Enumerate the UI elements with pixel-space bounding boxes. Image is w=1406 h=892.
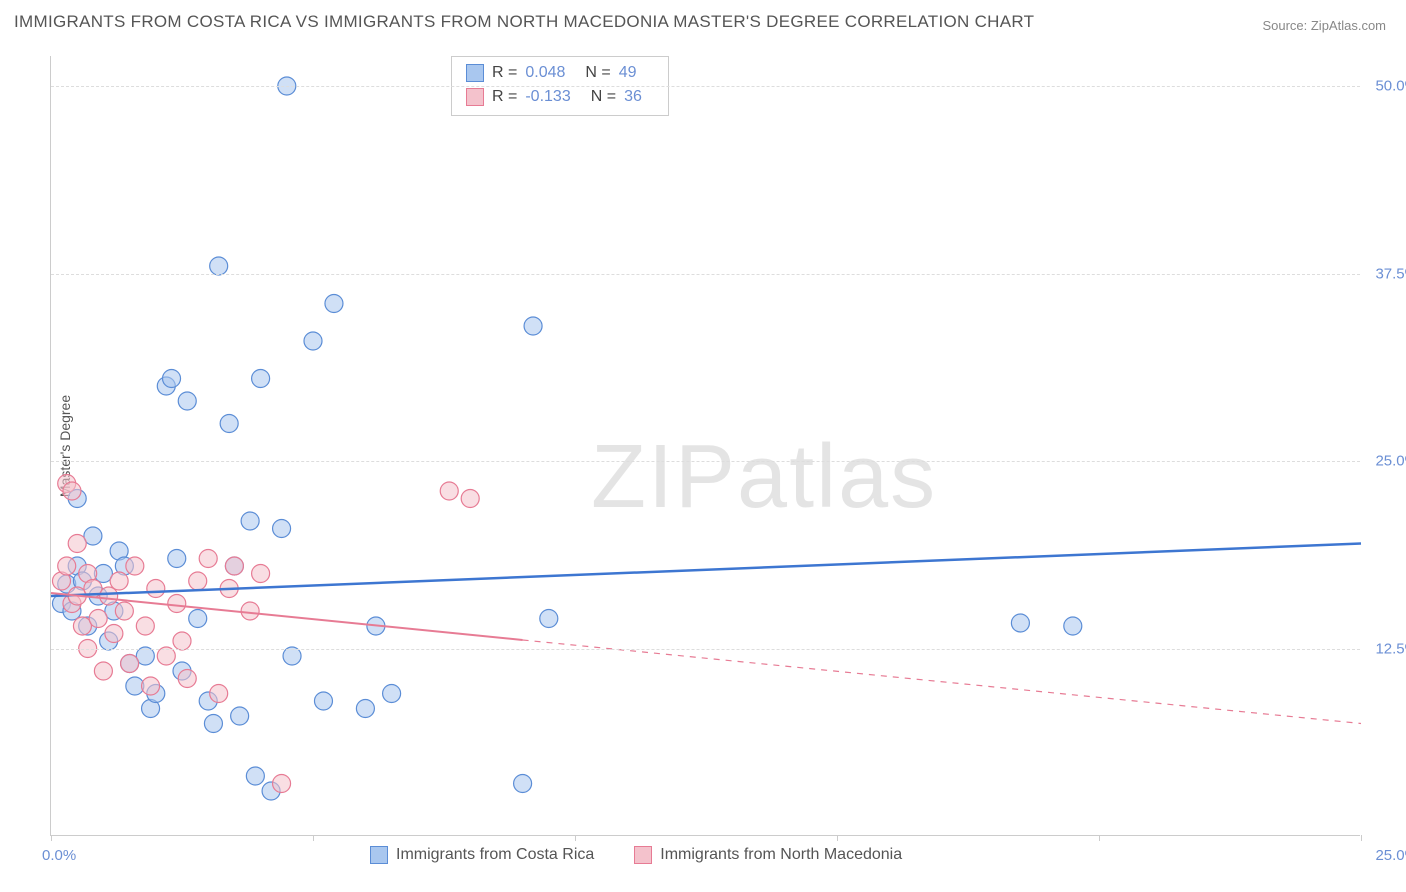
scatter-point bbox=[383, 685, 401, 703]
scatter-point bbox=[283, 647, 301, 665]
scatter-point bbox=[121, 655, 139, 673]
legend-swatch bbox=[634, 846, 652, 864]
chart-area: ZIPatlas R = 0.048N = 49R = -0.133N = 36… bbox=[50, 56, 1360, 836]
scatter-point bbox=[110, 572, 128, 590]
n-label: N = bbox=[591, 85, 616, 109]
regression-line bbox=[51, 544, 1361, 597]
n-value: 49 bbox=[619, 61, 637, 85]
scatter-point bbox=[220, 415, 238, 433]
r-value: -0.133 bbox=[525, 85, 570, 109]
scatter-point bbox=[325, 295, 343, 313]
chart-title: IMMIGRANTS FROM COSTA RICA VS IMMIGRANTS… bbox=[14, 12, 1034, 32]
stats-row: R = -0.133 N = 36 bbox=[466, 85, 654, 109]
scatter-point bbox=[204, 715, 222, 733]
scatter-point bbox=[89, 610, 107, 628]
stats-row: R = 0.048 N = 49 bbox=[466, 61, 654, 85]
legend-item: Immigrants from North Macedonia bbox=[634, 846, 902, 864]
legend-swatch bbox=[370, 846, 388, 864]
scatter-point bbox=[241, 512, 259, 530]
scatter-point bbox=[136, 617, 154, 635]
scatter-point bbox=[461, 490, 479, 508]
legend-label: Immigrants from Costa Rica bbox=[396, 846, 594, 864]
scatter-point bbox=[314, 692, 332, 710]
y-tick-label: 25.0% bbox=[1375, 453, 1406, 470]
plot-svg bbox=[51, 56, 1360, 835]
legend-item: Immigrants from Costa Rica bbox=[370, 846, 594, 864]
scatter-point bbox=[524, 317, 542, 335]
n-value: 36 bbox=[624, 85, 642, 109]
scatter-point bbox=[163, 370, 181, 388]
scatter-point bbox=[540, 610, 558, 628]
x-axis-min-label: 0.0% bbox=[42, 847, 76, 864]
legend-label: Immigrants from North Macedonia bbox=[660, 846, 902, 864]
y-tick-label: 50.0% bbox=[1375, 78, 1406, 95]
scatter-point bbox=[189, 610, 207, 628]
scatter-point bbox=[68, 535, 86, 553]
gridline bbox=[51, 649, 1360, 650]
gridline bbox=[51, 461, 1360, 462]
y-tick-label: 37.5% bbox=[1375, 265, 1406, 282]
r-label: R = bbox=[492, 61, 517, 85]
x-tick bbox=[837, 835, 838, 841]
regression-line-extrapolated bbox=[523, 640, 1361, 724]
scatter-point bbox=[252, 565, 270, 583]
scatter-point bbox=[210, 685, 228, 703]
plot-region: ZIPatlas R = 0.048N = 49R = -0.133N = 36… bbox=[50, 56, 1360, 836]
scatter-point bbox=[241, 602, 259, 620]
x-tick bbox=[575, 835, 576, 841]
r-label: R = bbox=[492, 85, 517, 109]
legend-swatch bbox=[466, 64, 484, 82]
scatter-point bbox=[168, 550, 186, 568]
r-value: 0.048 bbox=[525, 61, 565, 85]
scatter-point bbox=[273, 775, 291, 793]
scatter-point bbox=[199, 550, 217, 568]
scatter-point bbox=[142, 677, 160, 695]
scatter-point bbox=[210, 257, 228, 275]
scatter-point bbox=[115, 602, 133, 620]
scatter-point bbox=[168, 595, 186, 613]
x-tick bbox=[1099, 835, 1100, 841]
scatter-point bbox=[178, 392, 196, 410]
n-label: N = bbox=[585, 61, 610, 85]
scatter-point bbox=[1064, 617, 1082, 635]
scatter-point bbox=[252, 370, 270, 388]
scatter-point bbox=[1011, 614, 1029, 632]
scatter-point bbox=[273, 520, 291, 538]
scatter-point bbox=[304, 332, 322, 350]
x-tick bbox=[51, 835, 52, 841]
scatter-point bbox=[356, 700, 374, 718]
scatter-point bbox=[126, 557, 144, 575]
scatter-point bbox=[157, 647, 175, 665]
scatter-point bbox=[246, 767, 264, 785]
scatter-point bbox=[225, 557, 243, 575]
x-tick bbox=[313, 835, 314, 841]
y-tick-label: 12.5% bbox=[1375, 640, 1406, 657]
gridline bbox=[51, 274, 1360, 275]
legend-swatch bbox=[466, 88, 484, 106]
source-attribution: Source: ZipAtlas.com bbox=[1262, 18, 1386, 33]
bottom-legend: Immigrants from Costa Rica Immigrants fro… bbox=[370, 846, 902, 864]
x-axis-max-label: 25.0% bbox=[1375, 847, 1406, 864]
scatter-point bbox=[231, 707, 249, 725]
scatter-point bbox=[58, 557, 76, 575]
scatter-point bbox=[63, 482, 81, 500]
scatter-point bbox=[94, 662, 112, 680]
scatter-point bbox=[105, 625, 123, 643]
gridline bbox=[51, 86, 1360, 87]
scatter-point bbox=[514, 775, 532, 793]
scatter-point bbox=[173, 632, 191, 650]
scatter-point bbox=[189, 572, 207, 590]
scatter-point bbox=[178, 670, 196, 688]
scatter-point bbox=[147, 580, 165, 598]
x-tick bbox=[1361, 835, 1362, 841]
scatter-point bbox=[100, 587, 118, 605]
scatter-point bbox=[440, 482, 458, 500]
